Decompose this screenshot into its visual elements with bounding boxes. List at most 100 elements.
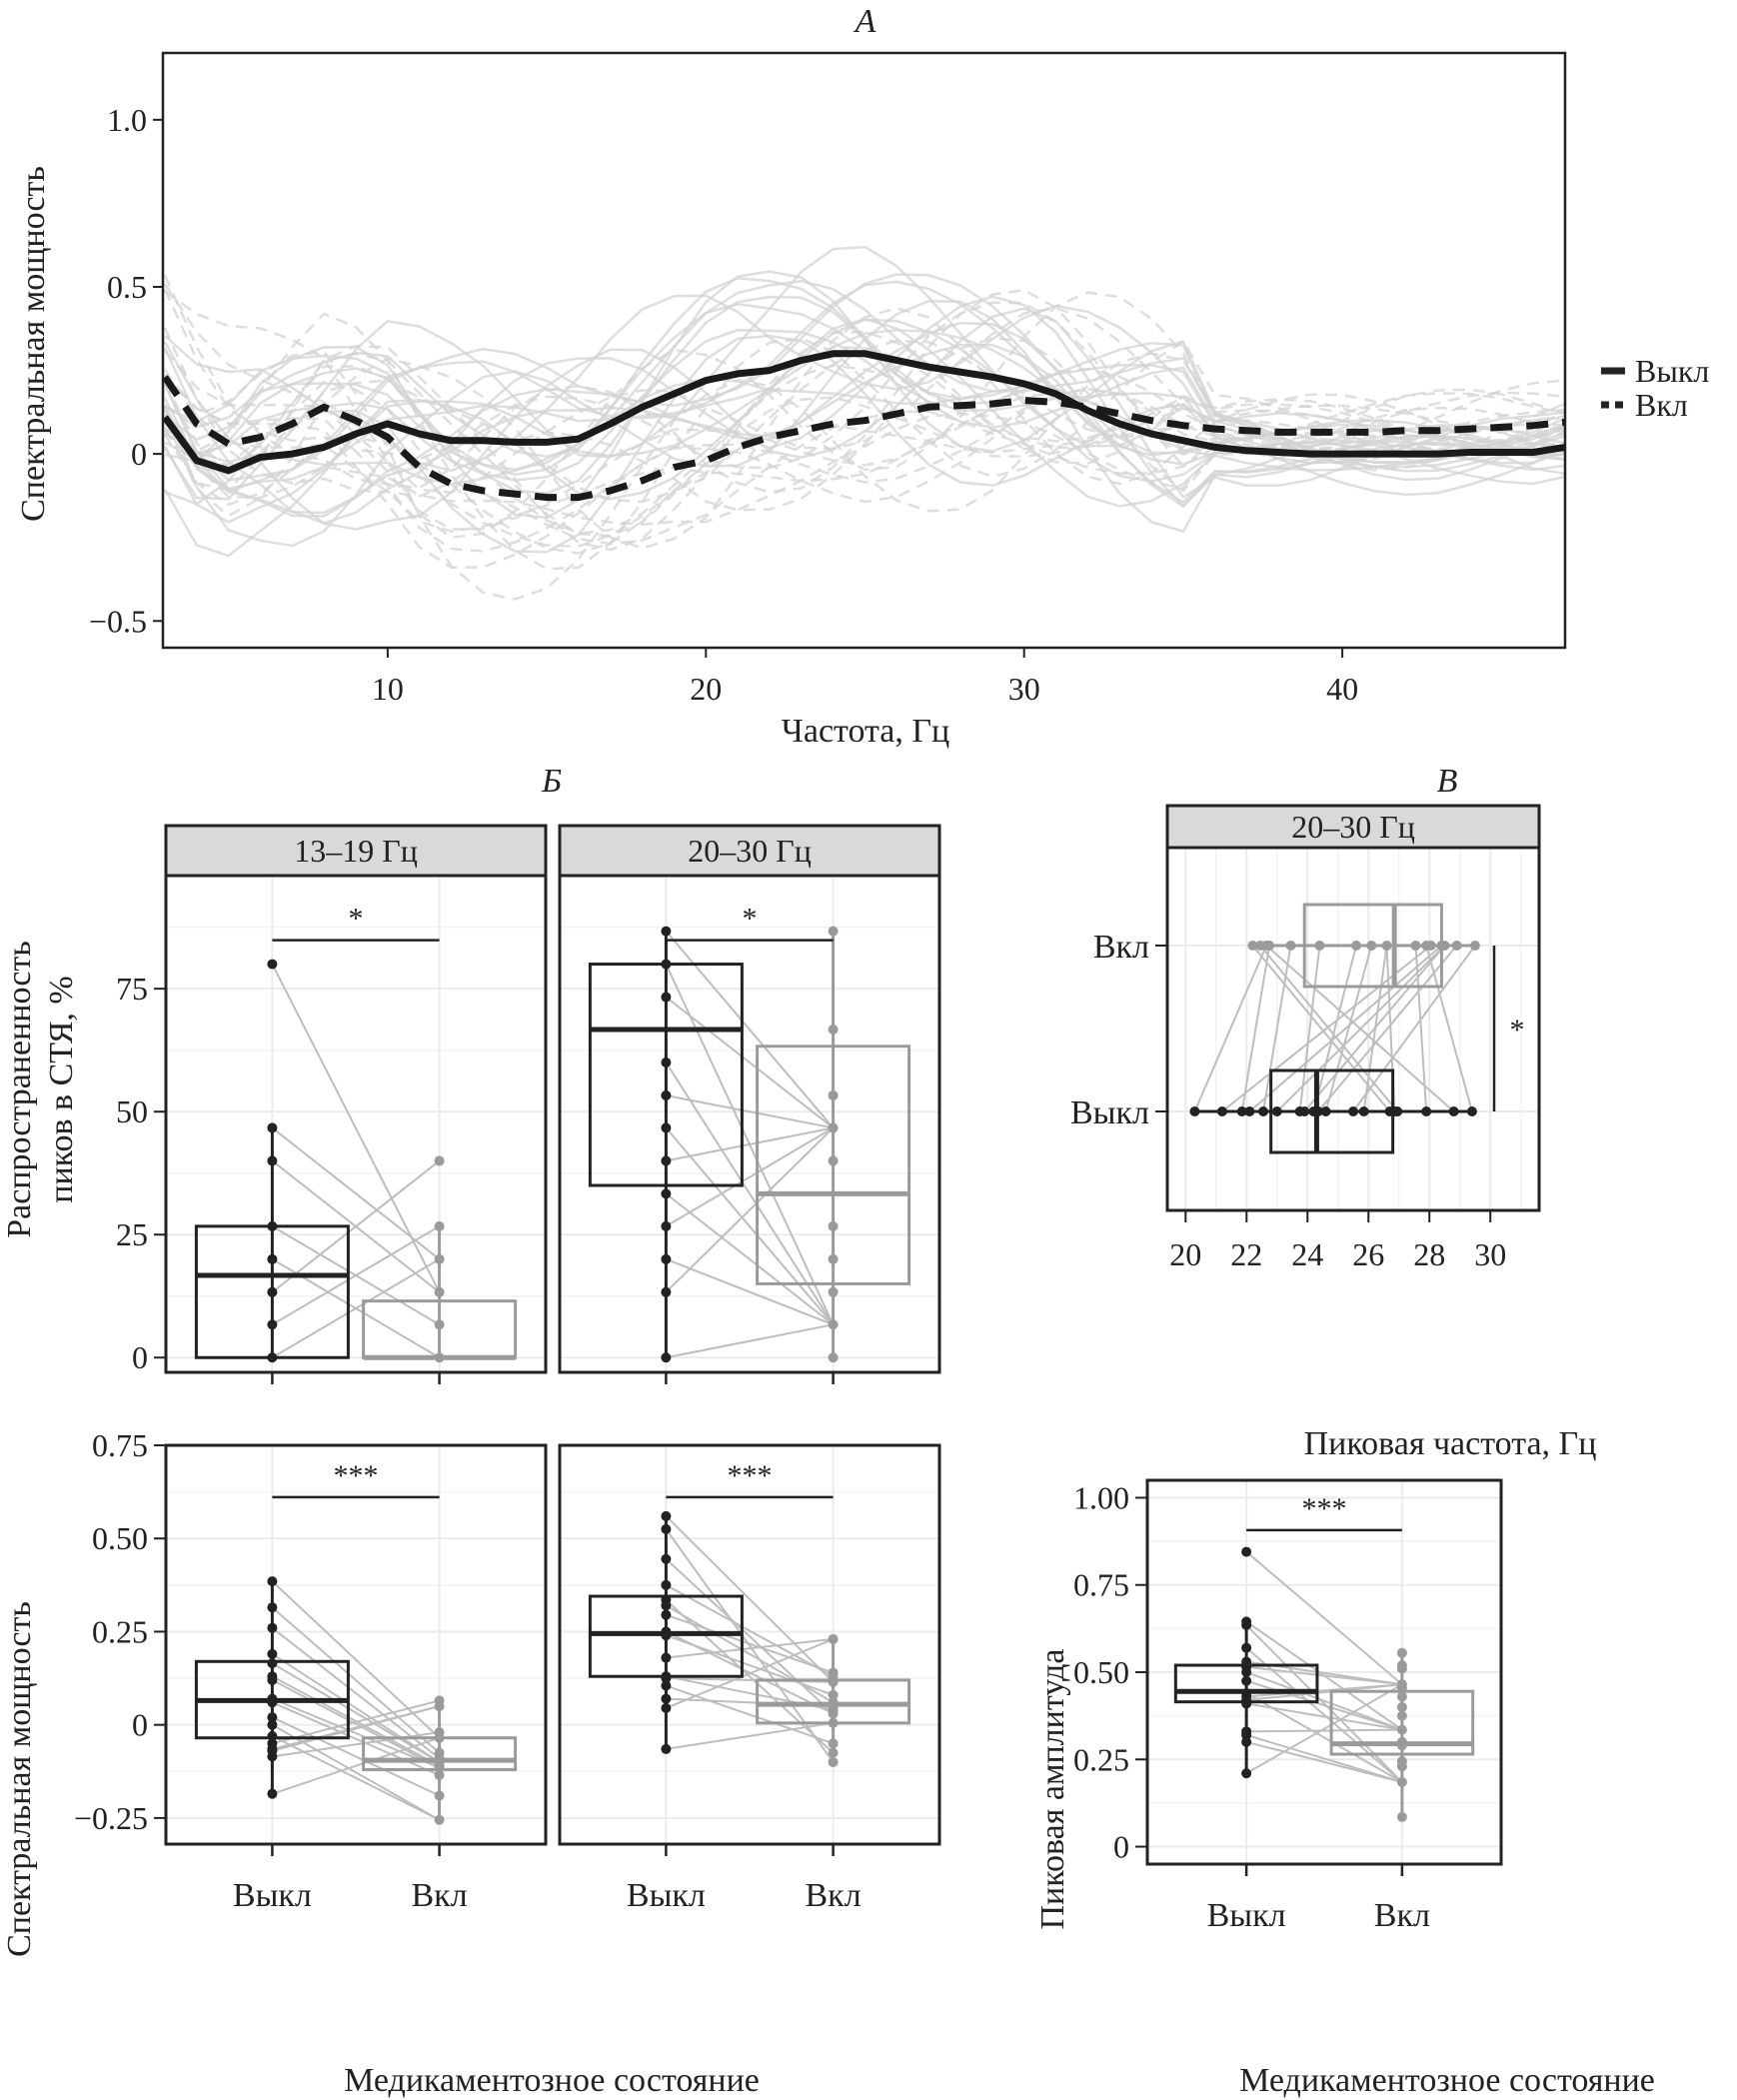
plot-frame (558, 1443, 941, 1846)
pair-line (1245, 1550, 1403, 1685)
pair-line (1245, 1671, 1403, 1731)
plot-frame (161, 51, 1567, 650)
x-tick-label: Вкл (806, 1877, 862, 1914)
data-point (434, 1770, 445, 1781)
pair-line (1324, 945, 1373, 1112)
y-tick-label: 0.50 (92, 1520, 148, 1556)
data-point (267, 1122, 278, 1133)
pair-line (1245, 1740, 1403, 1783)
data-point (267, 1352, 278, 1363)
pair-line (1259, 945, 1398, 1112)
data-point (661, 1155, 672, 1166)
pair-line (271, 1734, 441, 1821)
x-tick-label: 30 (1474, 1236, 1506, 1272)
pair-line (272, 1736, 440, 1795)
mean-line-off (162, 350, 1566, 475)
prevalence-facet-20-30: * 20–30 Гц (558, 824, 941, 1384)
data-point (1216, 1106, 1227, 1116)
plot-frame (1165, 846, 1541, 1212)
data-point (1258, 1106, 1269, 1116)
panel-b-plots: * 13–19 Гц 0 25 50 75 * 20–30 Гц *** Выкл Вкл −0.25… (74, 824, 941, 1914)
data-point (1312, 1106, 1323, 1116)
data-point (267, 1730, 278, 1741)
plot-frame (558, 874, 941, 1374)
pair-line (271, 964, 441, 1293)
power-facet-13-19: *** Выкл Вкл −0.25 0 0.25 0.50 0.75 (74, 1427, 548, 1914)
data-point (267, 1286, 278, 1297)
data-point (661, 1352, 672, 1363)
data-point (828, 1352, 839, 1363)
data-point (1396, 1647, 1407, 1658)
pair-line (665, 1604, 835, 1704)
data-point (434, 1352, 445, 1363)
pair-line (1245, 1692, 1403, 1783)
subject-line-on (163, 345, 1566, 538)
subject-lines (163, 245, 1566, 601)
data-point (267, 1602, 278, 1613)
pair-line (272, 1705, 440, 1750)
pair-line (1276, 945, 1446, 1112)
data-point (267, 1253, 278, 1264)
legend-label-off: Выкл (1635, 353, 1709, 389)
data-point (267, 959, 278, 970)
data-point (1392, 1106, 1403, 1116)
x-tick-label: Вкл (1374, 1897, 1430, 1934)
data-point (828, 1122, 839, 1133)
data-point (434, 1814, 445, 1825)
data-point (661, 1579, 672, 1590)
subject-line-on (164, 380, 1566, 555)
pair-line (665, 1061, 835, 1325)
data-point (1396, 1811, 1407, 1822)
panel-b-title: Б (541, 763, 562, 800)
data-point (267, 1648, 278, 1659)
data-point (1469, 941, 1480, 951)
data-point (434, 1155, 445, 1166)
pair-line (1245, 1683, 1403, 1775)
pair-line (665, 1599, 835, 1754)
data-point (661, 1253, 672, 1264)
grid (1167, 848, 1539, 1210)
grid (166, 876, 546, 1372)
significance-label: * (743, 903, 758, 936)
subject-line-on (164, 375, 1566, 569)
data-point (661, 959, 672, 970)
y-tick-label: 0.5 (107, 269, 147, 305)
data-point (1236, 1106, 1247, 1116)
data-point (1358, 1106, 1369, 1116)
x-tick-label: 26 (1352, 1236, 1384, 1272)
data-point (661, 1553, 672, 1564)
data-point (661, 992, 672, 1003)
data-point (828, 1708, 839, 1719)
facet-strip-label: 20–30 Гц (1291, 809, 1415, 845)
data-point (1439, 941, 1450, 951)
power-facet-20-30: *** Выкл Вкл (558, 1443, 941, 1914)
data-point (828, 1220, 839, 1231)
data-point (267, 1155, 278, 1166)
data-point (661, 1188, 672, 1199)
pair-line (271, 1716, 441, 1797)
significance-label: *** (728, 1459, 773, 1492)
y-tick-label: 0 (132, 1707, 148, 1743)
data-point (1241, 1736, 1252, 1747)
y-tick-label: 0 (131, 436, 147, 472)
subject-line-on (163, 274, 1566, 494)
x-tick-label: Выкл (233, 1877, 312, 1914)
data-point (661, 1702, 672, 1713)
data-point (1396, 1682, 1407, 1693)
facet-strip (558, 824, 941, 878)
subject-line-on (163, 327, 1566, 512)
pair-line (1245, 1620, 1403, 1731)
subject-line-on (164, 350, 1566, 601)
significance-label: * (349, 903, 364, 936)
y-tick-label: 1.0 (107, 102, 147, 138)
pair-line (665, 964, 835, 1325)
pair-line (271, 1606, 441, 1754)
data-point (434, 1762, 445, 1773)
data-point (267, 1319, 278, 1330)
data-point (661, 926, 672, 937)
data-point (1396, 1710, 1407, 1721)
data-point (828, 1253, 839, 1264)
data-point (1396, 1663, 1407, 1674)
subject-line-off (164, 334, 1566, 554)
